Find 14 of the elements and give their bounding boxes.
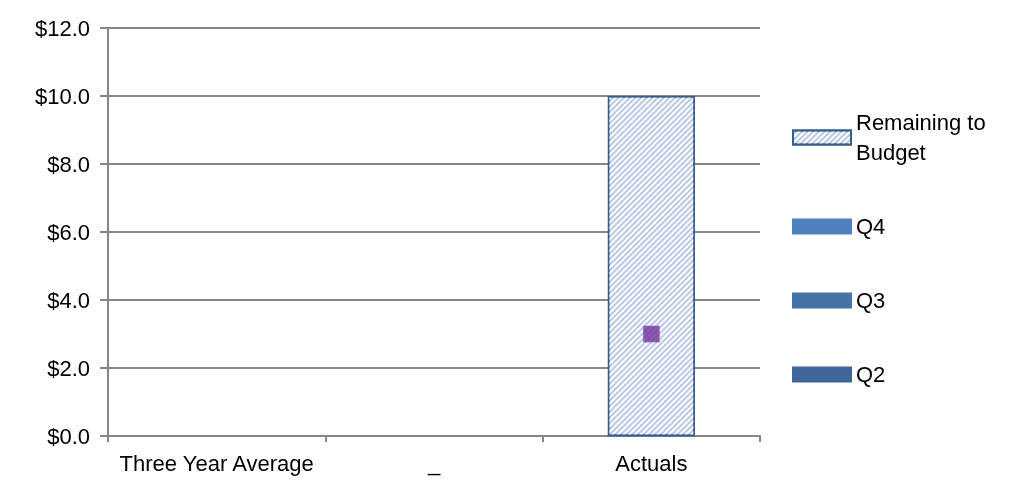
- legend-label: Q4: [856, 214, 886, 239]
- y-tick-label: $12.0: [34, 15, 90, 41]
- y-tick-label: $10.0: [34, 83, 90, 109]
- legend-label: Remaining to Budget: [856, 110, 992, 165]
- y-tick-label: $6.0: [47, 219, 90, 245]
- legend-label: Q3: [856, 288, 886, 313]
- x-tick-label: Three Year Average: [119, 450, 314, 476]
- y-tick-label: $8.0: [47, 151, 90, 177]
- y-tick-label: $4.0: [47, 287, 90, 313]
- x-tick-label: _: [426, 450, 441, 476]
- x-tick-label: Actuals: [615, 450, 688, 476]
- y-tick-label: $0.0: [47, 423, 90, 449]
- y-tick-label: $2.0: [47, 355, 90, 381]
- legend-label: Q2: [856, 362, 886, 387]
